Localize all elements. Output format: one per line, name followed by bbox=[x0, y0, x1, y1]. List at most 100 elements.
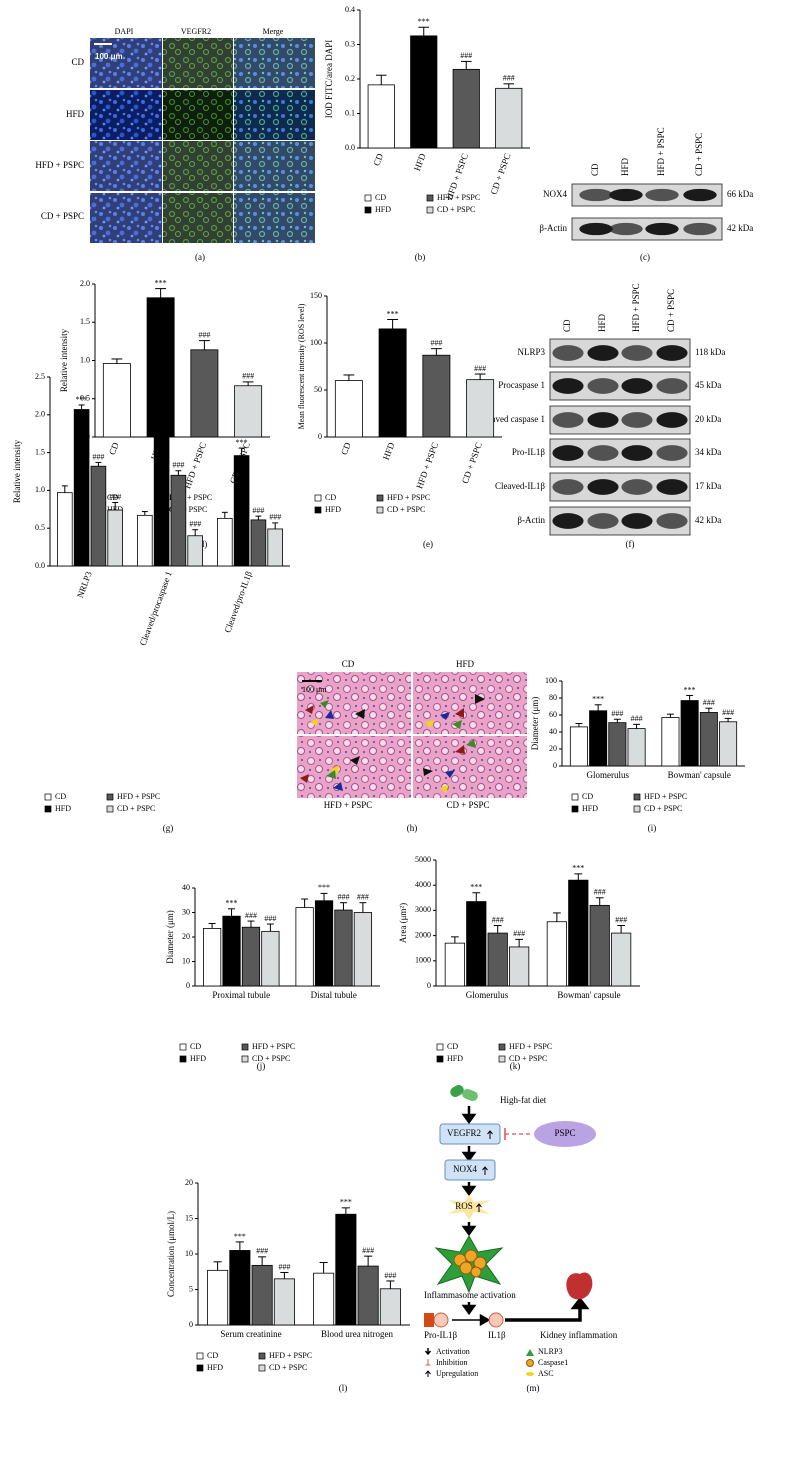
legend-label: CD bbox=[107, 493, 118, 502]
bar bbox=[261, 930, 280, 987]
micrograph bbox=[234, 193, 315, 243]
annotation: ### bbox=[109, 492, 121, 501]
diagram-node: IL1β bbox=[488, 1330, 506, 1340]
band-size: 42 kDa bbox=[695, 515, 721, 525]
legend-swatch bbox=[241, 1055, 249, 1063]
y-tick-label: 0.3 bbox=[345, 39, 355, 48]
bar bbox=[241, 926, 261, 987]
y-tick-label: 100 bbox=[545, 676, 557, 685]
blot-band bbox=[621, 345, 653, 361]
up-arrow bbox=[476, 1203, 482, 1212]
annotation: ### bbox=[460, 51, 472, 60]
legend-label: CD bbox=[325, 493, 336, 502]
legend-swatch bbox=[376, 506, 384, 514]
arrowhead bbox=[333, 782, 343, 791]
bar bbox=[509, 946, 530, 987]
pill-icon bbox=[450, 1085, 464, 1097]
legend-swatch bbox=[571, 805, 579, 813]
y-axis-label: IOD FITC/area DAPI bbox=[324, 40, 334, 118]
legend-label: CD bbox=[582, 792, 593, 801]
band-name: β-Actin bbox=[539, 223, 567, 233]
x-tick-label: Bowman' capsule bbox=[668, 770, 731, 780]
y-tick-label: 0 bbox=[427, 981, 431, 990]
bar bbox=[313, 1272, 335, 1326]
micrograph bbox=[90, 90, 162, 140]
arrowhead bbox=[425, 720, 435, 728]
bar bbox=[187, 535, 204, 567]
panel-label: (k) bbox=[510, 1061, 521, 1071]
bar bbox=[233, 455, 250, 567]
annotation: ### bbox=[384, 1271, 396, 1280]
panel-h: CD HFD 100 μm HFD + PSPC CD + PSPC (h) bbox=[297, 659, 527, 833]
column-label: DAPI bbox=[115, 27, 134, 36]
bar bbox=[170, 474, 187, 567]
x-tick-label: HFD + PSPC bbox=[414, 441, 440, 490]
legend-symbol bbox=[526, 1372, 534, 1376]
panel-label: (f) bbox=[626, 539, 635, 549]
legend-label: Activation bbox=[436, 1347, 470, 1356]
legend-label: Inhibition bbox=[436, 1358, 468, 1367]
x-tick-label: Glomerulus bbox=[466, 990, 509, 1000]
row-label: CD + PSPC bbox=[41, 211, 84, 221]
micrograph bbox=[163, 141, 233, 191]
bar bbox=[222, 915, 241, 987]
blot-band bbox=[621, 378, 653, 394]
legend-label: CD bbox=[190, 1042, 201, 1051]
lane-label: CD + PSPC bbox=[666, 289, 676, 332]
bar bbox=[699, 712, 718, 767]
legend-label: CD + PSPC bbox=[509, 1054, 547, 1063]
annotation: *** bbox=[418, 17, 430, 26]
micrograph bbox=[163, 38, 233, 88]
annotation: ### bbox=[278, 1262, 290, 1271]
lane-label: CD + PSPC bbox=[694, 133, 704, 176]
blot-band bbox=[552, 345, 584, 361]
arrowhead bbox=[310, 718, 319, 726]
band-size: 34 kDa bbox=[695, 447, 721, 457]
row-label: HFD bbox=[66, 109, 85, 119]
band-name: β-Actin bbox=[517, 515, 545, 525]
y-tick-label: 0.0 bbox=[35, 561, 45, 570]
annotation: ### bbox=[264, 914, 276, 923]
legend-swatch bbox=[106, 805, 114, 813]
arrowhead bbox=[326, 770, 336, 779]
legend-swatch bbox=[571, 793, 579, 801]
y-tick-label: 10 bbox=[182, 956, 190, 965]
legend-label: CD + PSPC bbox=[437, 205, 475, 214]
legend-swatch bbox=[241, 1043, 249, 1051]
blot-band bbox=[645, 222, 679, 236]
band-size: 42 kDa bbox=[727, 223, 753, 233]
chart: 0 50 100 150 Mean fluorescent intensity (ROS… bbox=[297, 291, 502, 549]
bar bbox=[229, 1250, 251, 1326]
micrograph bbox=[90, 141, 162, 191]
panel-f: (f) CD HFD HFD + PSPC CD + PSPC NLRP3 118 kDa… bbox=[479, 283, 725, 549]
band-size: 45 kDa bbox=[695, 380, 721, 390]
x-tick-label: CD + PSPC bbox=[488, 152, 512, 196]
bar bbox=[611, 932, 632, 987]
x-tick-label: CD bbox=[371, 152, 385, 168]
up-arrow bbox=[487, 1130, 493, 1139]
legend-swatch bbox=[106, 793, 114, 801]
y-axis-label: Concentration (μmol/L) bbox=[166, 1211, 176, 1297]
micrograph bbox=[90, 193, 162, 243]
caspase bbox=[470, 1266, 482, 1278]
blot-band bbox=[656, 445, 688, 461]
arrowheads bbox=[300, 694, 485, 793]
lane-label: HFD bbox=[620, 157, 630, 176]
y-tick-label: 0.4 bbox=[345, 5, 355, 14]
x-tick-label: HFD bbox=[381, 441, 397, 462]
annotation: ### bbox=[269, 513, 281, 522]
y-tick-label: 1.0 bbox=[80, 355, 90, 364]
bar bbox=[57, 492, 73, 567]
legend-label: CD + PSPC bbox=[644, 804, 682, 813]
arrowhead bbox=[300, 774, 309, 783]
y-tick-label: 1.5 bbox=[80, 317, 90, 326]
bar bbox=[379, 1288, 401, 1326]
caspase-cluster bbox=[453, 1249, 487, 1278]
annotation: ### bbox=[631, 714, 643, 723]
y-tick-label: 10 bbox=[185, 1249, 193, 1258]
blot-band bbox=[621, 445, 653, 461]
pill-icon bbox=[462, 1088, 478, 1102]
legend-label: HFD bbox=[582, 804, 598, 813]
blot-band bbox=[609, 188, 643, 202]
